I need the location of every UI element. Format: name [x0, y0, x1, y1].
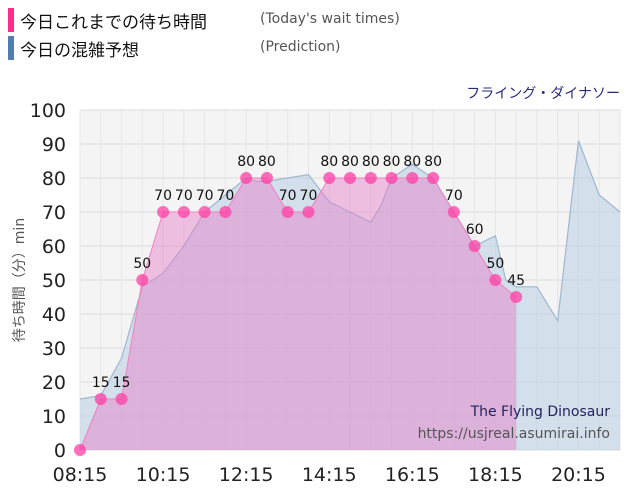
y-tick-label: 70: [42, 202, 66, 224]
today-point: [489, 274, 502, 286]
legend-swatch-prediction: [8, 36, 14, 60]
today-point-label: 50: [133, 256, 151, 272]
today-point: [74, 444, 86, 456]
legend-en-today: (Today's wait times): [260, 11, 400, 27]
today-point: [344, 172, 356, 184]
today-point-label: 80: [383, 154, 401, 170]
y-tick-label: 80: [42, 168, 66, 190]
today-point-label: 70: [300, 188, 318, 204]
x-tick-label: 20:15: [551, 464, 606, 486]
today-point: [157, 206, 170, 218]
today-point: [427, 172, 440, 184]
x-tick-label: 12:15: [219, 464, 274, 486]
today-point: [510, 291, 523, 303]
today-point: [302, 206, 315, 218]
today-point-label: 80: [424, 154, 442, 170]
y-tick-label: 50: [42, 270, 66, 292]
today-point: [281, 206, 294, 218]
today-point-label: 70: [154, 188, 172, 204]
x-tick-label: 10:15: [136, 464, 191, 486]
today-point-label: 15: [92, 375, 110, 391]
legend-label-today: 今日これまでの待ち時間: [20, 12, 207, 33]
today-point-label: 80: [320, 154, 338, 170]
x-tick-label: 18:15: [468, 464, 523, 486]
today-point-label: 70: [279, 188, 297, 204]
legend-item-prediction: 今日の混雑予想: [8, 36, 139, 61]
today-point: [364, 172, 377, 184]
watermark-name: The Flying Dinosaur: [470, 404, 611, 420]
today-point-label: 50: [486, 256, 504, 272]
y-tick-label: 90: [42, 134, 66, 156]
today-point-label: 80: [341, 154, 359, 170]
today-point-label: 70: [445, 188, 463, 204]
today-point-label: 70: [196, 188, 214, 204]
y-tick-label: 100: [30, 100, 66, 122]
today-point: [468, 240, 481, 252]
today-line: [79, 177, 517, 451]
today-point: [219, 206, 232, 218]
today-point: [260, 172, 273, 184]
legend-en-prediction: (Prediction): [260, 39, 341, 55]
x-tick-label: 14:15: [302, 464, 357, 486]
today-point: [240, 172, 253, 184]
today-point: [385, 172, 398, 184]
x-tick-label: 16:15: [385, 464, 440, 486]
x-tick-label: 08:15: [53, 464, 108, 486]
today-point: [323, 172, 336, 184]
today-point-label: 80: [403, 154, 421, 170]
today-point-label: 70: [175, 188, 193, 204]
today-point-label: 45: [507, 273, 525, 289]
y-tick-label: 20: [42, 372, 66, 394]
today-point: [447, 206, 460, 218]
today-point: [406, 172, 419, 184]
today-area: [80, 178, 517, 450]
attraction-title: フライング・ダイナソー: [466, 86, 620, 102]
today-point-label: 80: [362, 154, 380, 170]
legend-item-today: 今日これまでの待ち時間: [8, 8, 207, 33]
today-point-label: 70: [216, 188, 234, 204]
today-point: [94, 393, 107, 405]
watermark-url: https://usjreal.asumirai.info: [418, 426, 610, 442]
prediction-line: [79, 140, 621, 400]
y-tick-label: 10: [42, 406, 66, 428]
today-point-label: 15: [113, 375, 131, 391]
today-point: [115, 393, 128, 405]
today-point-label: 60: [466, 222, 484, 238]
today-point: [198, 206, 211, 218]
today-point-label: 80: [258, 154, 276, 170]
y-tick-label: 40: [42, 304, 66, 326]
legend-swatch-today: [8, 8, 14, 32]
y-tick-label: 30: [42, 338, 66, 360]
prediction-area: [80, 140, 620, 450]
today-point: [136, 274, 149, 286]
y-tick-label: 0: [54, 440, 66, 462]
today-point-label: 80: [237, 154, 255, 170]
y-axis-label: 待ち時間（分）min: [12, 218, 28, 342]
today-point: [177, 206, 190, 218]
y-tick-label: 60: [42, 236, 66, 258]
legend-label-prediction: 今日の混雑予想: [20, 40, 139, 61]
